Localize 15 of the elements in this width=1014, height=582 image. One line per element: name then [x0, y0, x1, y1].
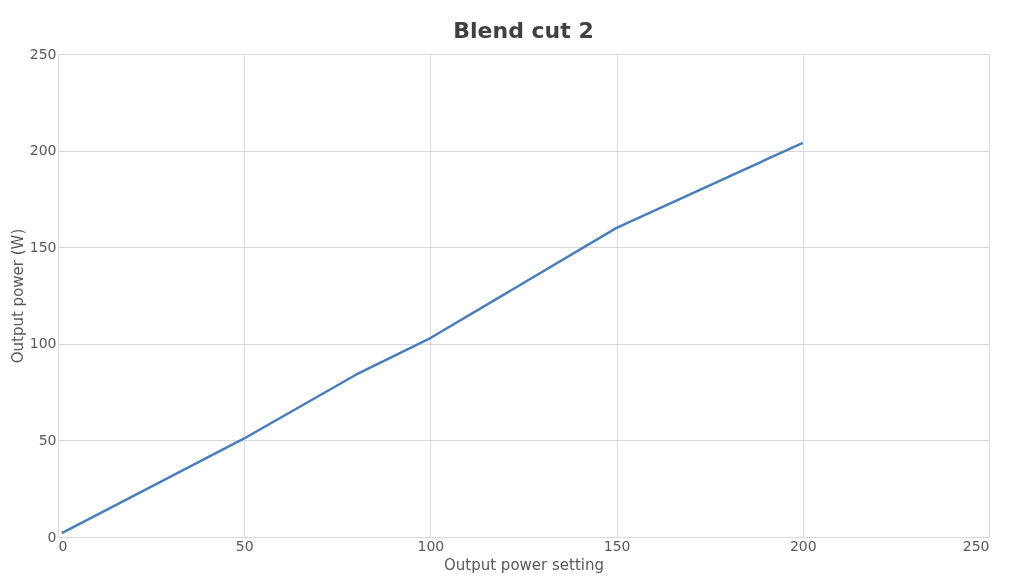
x-tick-label: 200: [789, 537, 817, 554]
y-tick-label: 100: [29, 335, 57, 352]
x-tick-label: 100: [417, 537, 445, 554]
chart-title: Blend cut 2: [453, 18, 594, 43]
x-tick-label: 250: [962, 537, 990, 554]
x-tick-label: 50: [235, 537, 254, 554]
x-tick-label: 150: [603, 537, 631, 554]
line-series: [60, 141, 805, 535]
y-tick-label: 250: [29, 45, 57, 62]
x-axis-title: Output power setting: [443, 555, 605, 574]
y-tick-label: 200: [29, 142, 57, 159]
y-tick-label: 50: [38, 431, 57, 448]
y-axis-title: Output power (W): [8, 228, 27, 364]
y-tick-label: 150: [29, 238, 57, 255]
x-tick-label: 0: [58, 537, 68, 554]
